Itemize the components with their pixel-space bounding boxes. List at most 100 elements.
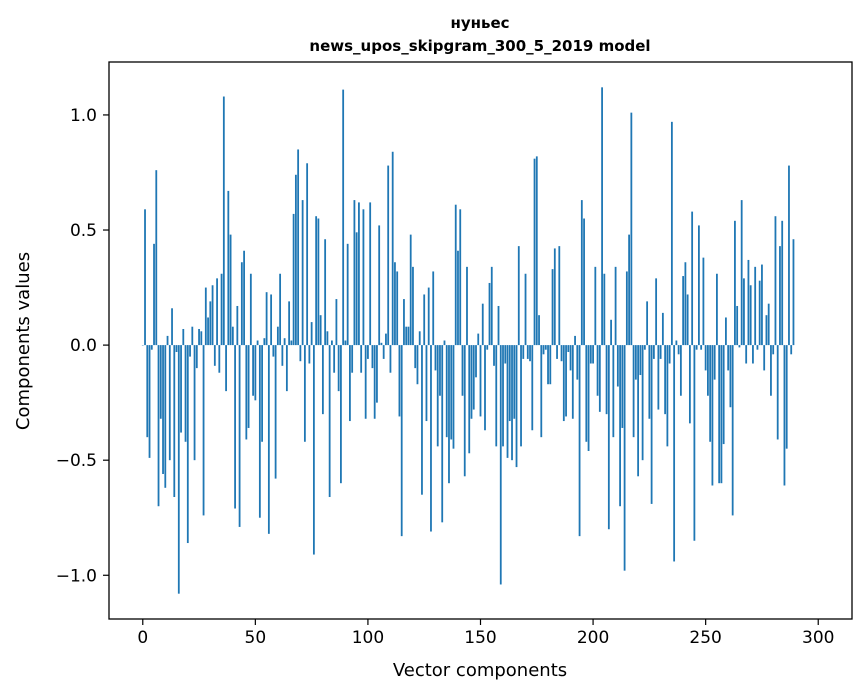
bar-component-155 — [490, 266, 493, 346]
bar-component-140 — [457, 250, 459, 346]
bar-component-169 — [522, 345, 525, 359]
bar-component-142 — [461, 345, 464, 396]
bar-component-38 — [227, 190, 230, 346]
bar-component-64 — [285, 345, 288, 392]
bar-component-158 — [497, 305, 500, 346]
bar-component-30 — [209, 301, 212, 346]
bar-component-56 — [267, 345, 270, 534]
bar-component-58 — [272, 345, 275, 357]
bar-component-271 — [752, 345, 754, 364]
bar-component-123 — [418, 331, 421, 346]
bar-component-68 — [294, 174, 297, 346]
bar-component-211 — [616, 345, 619, 387]
bar-component-120 — [412, 266, 414, 346]
bar-component-143 — [463, 345, 466, 477]
bar-component-219 — [634, 345, 637, 380]
bar-component-121 — [414, 345, 417, 369]
bar-component-154 — [488, 282, 491, 346]
bar-component-17 — [180, 345, 182, 433]
bar-component-24 — [195, 345, 198, 369]
bar-component-267 — [743, 278, 745, 346]
bar-component-277 — [765, 315, 768, 346]
bar-component-117 — [405, 326, 408, 346]
bar-component-180 — [547, 345, 549, 385]
bar-component-288 — [790, 345, 793, 355]
x-tick-label: 300 — [802, 628, 834, 648]
bar-component-273 — [756, 345, 759, 350]
bar-component-172 — [529, 345, 531, 362]
y-tick-label: −1.0 — [56, 566, 97, 586]
bar-component-73 — [306, 163, 309, 346]
bar-component-33 — [216, 278, 218, 346]
bar-component-100 — [367, 345, 369, 359]
bar-component-23 — [193, 345, 196, 461]
bar-component-5 — [153, 243, 155, 346]
bar-component-216 — [628, 234, 630, 346]
bar-component-39 — [229, 234, 232, 346]
bar-component-128 — [430, 345, 432, 532]
bar-component-112 — [394, 262, 396, 346]
bar-component-237 — [675, 340, 678, 346]
bar-component-217 — [630, 112, 633, 346]
bar-component-253 — [711, 345, 714, 486]
bar-component-196 — [583, 218, 585, 346]
bar-component-50 — [254, 345, 257, 401]
bar-component-48 — [249, 273, 252, 346]
bar-component-249 — [702, 257, 705, 346]
bar-component-91 — [346, 243, 349, 346]
bar-component-133 — [441, 345, 444, 523]
bar-component-161 — [504, 345, 507, 364]
bar-component-65 — [288, 301, 291, 346]
bar-component-3 — [148, 345, 151, 458]
bar-component-185 — [558, 246, 561, 346]
bar-component-187 — [562, 345, 565, 422]
bar-component-220 — [637, 345, 640, 477]
x-tick-label: 0 — [137, 628, 148, 648]
bar-component-236 — [673, 345, 676, 562]
bar-component-240 — [682, 276, 685, 346]
x-tick-label: 150 — [464, 628, 496, 648]
x-tick-label: 50 — [245, 628, 267, 648]
bar-component-150 — [479, 345, 482, 417]
bar-component-93 — [351, 345, 354, 373]
bar-component-101 — [369, 202, 372, 346]
bar-component-264 — [736, 305, 739, 346]
bar-component-82 — [326, 331, 329, 346]
bar-component-13 — [171, 308, 173, 346]
bar-component-57 — [270, 294, 273, 346]
bar-component-4 — [150, 345, 153, 350]
bar-component-115 — [400, 345, 403, 537]
bar-component-109 — [387, 165, 390, 346]
bar-component-63 — [283, 338, 286, 346]
bar-component-61 — [279, 273, 282, 346]
bar-component-32 — [213, 345, 216, 366]
bar-component-205 — [603, 273, 606, 346]
bar-component-92 — [349, 345, 351, 422]
y-tick-label: 0.0 — [70, 336, 97, 356]
bar-component-126 — [425, 345, 428, 422]
bar-component-197 — [585, 345, 588, 442]
bar-component-280 — [772, 345, 775, 355]
bar-component-78 — [317, 218, 320, 346]
bar-component-153 — [486, 345, 489, 350]
bars-layer — [141, 87, 795, 594]
bar-component-135 — [445, 345, 448, 438]
bar-component-222 — [641, 345, 644, 461]
bar-component-71 — [301, 200, 304, 346]
bar-component-127 — [427, 287, 430, 346]
bar-component-72 — [303, 345, 306, 442]
bar-component-42 — [236, 305, 239, 346]
bar-component-231 — [661, 312, 664, 346]
x-tick-label: 200 — [577, 628, 609, 648]
bar-component-99 — [364, 345, 367, 419]
bar-component-278 — [767, 303, 770, 346]
bar-component-87 — [337, 345, 340, 392]
bar-component-198 — [587, 345, 590, 451]
bar-component-97 — [360, 345, 363, 373]
bar-component-89 — [342, 89, 345, 346]
bar-component-74 — [308, 345, 311, 364]
bar-component-192 — [574, 335, 576, 346]
bar-component-122 — [416, 345, 419, 385]
bar-component-10 — [164, 345, 167, 488]
